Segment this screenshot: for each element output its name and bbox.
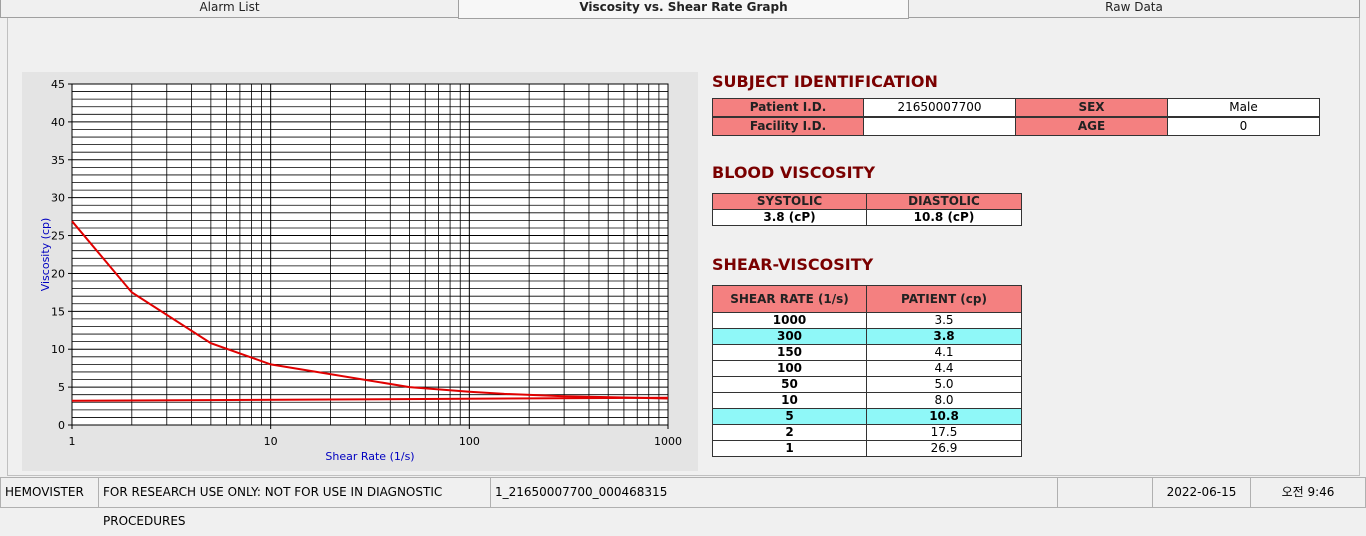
y-tick-label: 35 (51, 154, 65, 167)
x-tick-label: 10 (264, 435, 278, 448)
section-title: SHEAR-VISCOSITY (712, 255, 874, 274)
table-cell: 150 (712, 344, 867, 361)
y-tick-label: 5 (58, 381, 65, 394)
tab[interactable]: Alarm List (0, 0, 459, 18)
table-cell: 2 (712, 424, 867, 441)
label-cell: SEX (1015, 98, 1168, 117)
label-cell: Facility I.D. (712, 117, 864, 136)
section-title: BLOOD VISCOSITY (712, 163, 876, 182)
header-cell: PATIENT (cp) (866, 285, 1022, 313)
table-cell: 1000 (712, 312, 867, 329)
plot-border (71, 83, 669, 426)
table-cell: 300 (712, 328, 867, 345)
y-tick-label: 0 (58, 419, 65, 432)
label-cell: Patient I.D. (712, 98, 864, 117)
table-cell: 5.0 (866, 376, 1022, 393)
y-tick-label: 30 (51, 192, 65, 205)
table-cell: 3.8 (866, 328, 1022, 345)
status-cell: 1_21650007700_000468315 (490, 477, 1058, 508)
table-cell: 26.9 (866, 440, 1022, 457)
section-title: SUBJECT IDENTIFICATION (712, 72, 938, 91)
status-cell: 오전 9:46 (1250, 477, 1366, 508)
table-cell: 4.4 (866, 360, 1022, 377)
chart: 0 5 10 15 20 25 30 35 40 45 1 10 100 1000 Shear Rate (… (22, 72, 698, 471)
value-cell: Male (1167, 98, 1320, 117)
y-tick-label: 10 (51, 343, 65, 356)
value-cell: 10.8 (cP) (866, 209, 1022, 226)
x-axis-label: Shear Rate (1/s) (325, 450, 414, 463)
label-cell: AGE (1015, 117, 1168, 136)
table-cell: 100 (712, 360, 867, 377)
x-tick-label: 1000 (654, 435, 682, 448)
header-cell: SYSTOLIC (712, 193, 867, 210)
table-cell: 1 (712, 440, 867, 457)
plot-area (72, 84, 668, 425)
data-line (71, 220, 669, 400)
value-cell: 21650007700 (863, 98, 1016, 117)
status-cell (1057, 477, 1153, 508)
tab[interactable]: Viscosity vs. Shear Rate Graph (458, 0, 909, 19)
header-cell: SHEAR RATE (1/s) (712, 285, 867, 313)
y-tick-label: 20 (51, 267, 65, 280)
y-tick-label: 15 (51, 305, 65, 318)
y-tick-label: 25 (51, 230, 65, 243)
table-cell: 5 (712, 408, 867, 425)
status-cell: 2022-06-15 (1152, 477, 1251, 508)
table-cell: 10 (712, 392, 867, 409)
x-tick-label: 1 (69, 435, 76, 448)
data-line (71, 396, 669, 402)
y-tick-label: 40 (51, 116, 65, 129)
status-cell: FOR RESEARCH USE ONLY: NOT FOR USE IN DI… (98, 477, 491, 528)
status-cell: HEMOVISTER (0, 477, 99, 508)
y-axis-label: Viscosity (cp) (39, 218, 52, 292)
x-tick-label: 100 (459, 435, 480, 448)
table-cell: 4.1 (866, 344, 1022, 361)
value-cell: 0 (1167, 117, 1320, 136)
header-cell: DIASTOLIC (866, 193, 1022, 210)
table-cell: 10.8 (866, 408, 1022, 425)
value-cell (863, 117, 1016, 136)
tab-panel (7, 18, 1360, 476)
tab[interactable]: Raw Data (908, 0, 1360, 18)
value-cell: 3.8 (cP) (712, 209, 867, 226)
table-cell: 17.5 (866, 424, 1022, 441)
y-tick-label: 45 (51, 78, 65, 91)
table-cell: 50 (712, 376, 867, 393)
table-cell: 3.5 (866, 312, 1022, 329)
table-cell: 8.0 (866, 392, 1022, 409)
